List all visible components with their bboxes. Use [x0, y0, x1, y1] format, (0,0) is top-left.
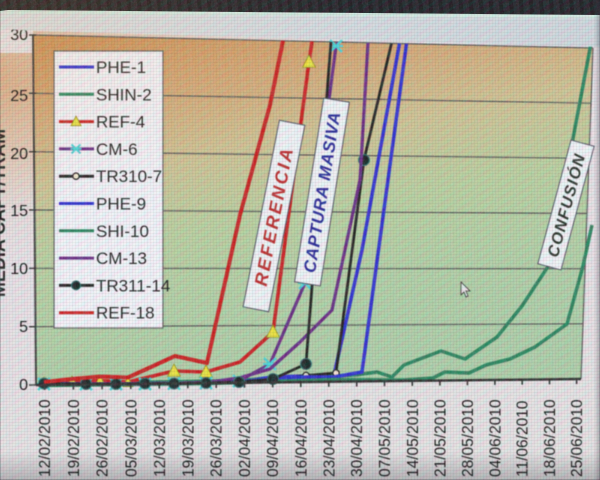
svg-text:02/04/2010: 02/04/2010	[237, 399, 254, 477]
svg-text:12/03/2010: 12/03/2010	[152, 399, 169, 477]
svg-text:14/05/2010: 14/05/2010	[405, 399, 422, 477]
svg-text:SHI-10: SHI-10	[96, 222, 149, 241]
svg-text:25: 25	[10, 88, 28, 105]
svg-text:TR310-7: TR310-7	[96, 167, 162, 186]
svg-text:CM-13: CM-13	[96, 249, 147, 268]
svg-text:26/02/2010: 26/02/2010	[95, 399, 112, 477]
svg-text:REF-4: REF-4	[96, 113, 145, 132]
svg-text:30/04/2010: 30/04/2010	[349, 399, 366, 477]
svg-text:PHE-9: PHE-9	[96, 195, 146, 214]
svg-text:5: 5	[19, 319, 28, 336]
svg-text:PHE-1: PHE-1	[96, 58, 146, 77]
svg-text:CM-6: CM-6	[96, 140, 138, 159]
svg-text:07/05/2010: 07/05/2010	[377, 399, 394, 477]
svg-text:05/03/2010: 05/03/2010	[123, 399, 140, 477]
svg-text:20: 20	[10, 146, 28, 163]
svg-text:04/06/2010: 04/06/2010	[487, 399, 504, 477]
svg-text:21/05/2010: 21/05/2010	[432, 399, 449, 477]
svg-text:12/02/2010: 12/02/2010	[37, 399, 54, 477]
svg-text:25/06/2010: 25/06/2010	[569, 399, 586, 477]
svg-text:18/06/2010: 18/06/2010	[542, 399, 559, 477]
svg-text:11/06/2010: 11/06/2010	[515, 400, 532, 477]
svg-text:19/02/2010: 19/02/2010	[66, 399, 83, 477]
svg-text:10: 10	[10, 261, 28, 278]
svg-text:15: 15	[10, 203, 28, 220]
svg-text:19/03/2010: 19/03/2010	[180, 399, 197, 477]
svg-text:REF-18: REF-18	[96, 304, 155, 323]
svg-text:0: 0	[19, 377, 28, 394]
svg-text:26/03/2010: 26/03/2010	[209, 399, 226, 477]
svg-text:23/04/2010: 23/04/2010	[321, 399, 338, 477]
svg-text:SHIN-2: SHIN-2	[96, 85, 152, 104]
svg-text:28/05/2010: 28/05/2010	[460, 399, 477, 477]
svg-text:16/04/2010: 16/04/2010	[293, 399, 310, 477]
svg-text:MEDIA CAPT/TRAM: MEDIA CAPT/TRAM	[0, 129, 9, 297]
svg-text:TR311-14: TR311-14	[96, 276, 170, 295]
svg-text:09/04/2010: 09/04/2010	[265, 399, 282, 477]
